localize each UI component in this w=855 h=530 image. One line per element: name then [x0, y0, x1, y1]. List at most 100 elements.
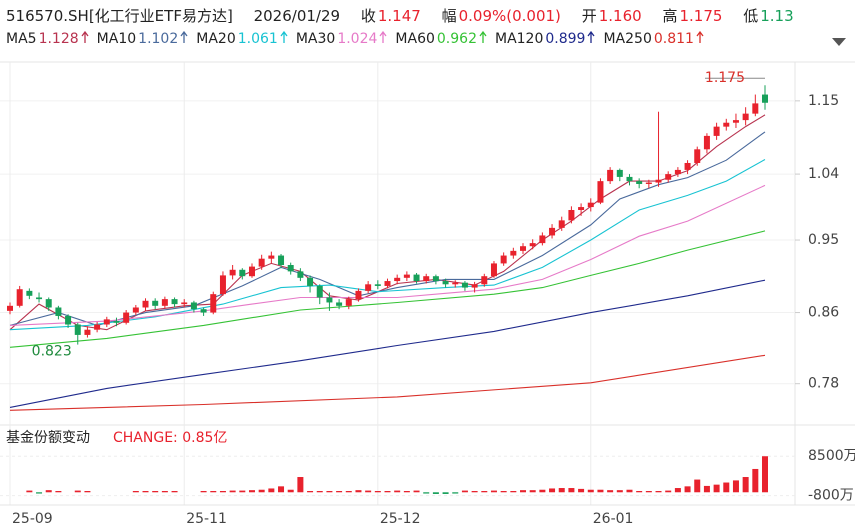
legend-value: 1.061 [237, 31, 278, 47]
label: 低 [743, 7, 759, 25]
bar [161, 491, 168, 493]
bar [510, 491, 517, 493]
trend-icon [180, 30, 188, 43]
candle-body [500, 255, 507, 264]
candle-body [345, 299, 352, 306]
bar [345, 491, 352, 493]
legend-name: MA10 [96, 31, 137, 47]
menu-icon [832, 38, 846, 46]
legend-name: MA20 [196, 31, 236, 47]
candle-body [365, 284, 372, 291]
bar [84, 491, 91, 493]
candle-body [461, 282, 468, 288]
bar [258, 489, 265, 493]
change: 0.09%(0.001) [458, 7, 561, 25]
trend-icon [81, 30, 89, 43]
candle-body [268, 255, 275, 259]
candle-body [74, 324, 81, 335]
min-label: 0.823 [32, 344, 72, 360]
y-tick-label: 0.95 [808, 232, 839, 248]
bar [752, 468, 759, 493]
x-tick-label: 25-12 [380, 511, 421, 527]
candle-body [471, 284, 478, 288]
candle-body [723, 122, 730, 127]
label: 幅 [441, 7, 457, 25]
bar [568, 488, 575, 493]
trend-arrow [180, 30, 188, 43]
y-tick-label: 0.86 [808, 305, 839, 321]
bar [723, 482, 730, 493]
candle-body [413, 274, 420, 282]
bar [442, 492, 449, 494]
bar [142, 491, 149, 493]
x-tick-label: 25-09 [12, 511, 53, 527]
candle-body [355, 290, 362, 300]
bar [694, 479, 701, 493]
candle-body [703, 135, 710, 150]
candle-body [481, 276, 488, 285]
candle-body [316, 285, 323, 298]
bar [326, 491, 333, 493]
legend-name: MA30 [295, 31, 336, 47]
bar [471, 491, 478, 493]
bar [229, 490, 236, 493]
bar [374, 491, 381, 493]
candle-body [645, 182, 652, 184]
legend-value: 1.128 [38, 31, 79, 47]
candle-body [674, 169, 681, 175]
bar [674, 488, 681, 493]
legend-value: 0.811 [653, 31, 694, 47]
y-tick-label: -800万 [808, 488, 854, 504]
candle-body [655, 179, 662, 183]
bar [762, 456, 768, 493]
bar [268, 488, 275, 493]
bar [403, 491, 410, 493]
bar [578, 488, 585, 493]
bar [529, 490, 536, 493]
legend-value: 1.024 [337, 31, 378, 47]
open: 1.160 [598, 7, 642, 25]
bar [423, 492, 430, 494]
trend-arrow [696, 30, 704, 43]
candle-body [161, 299, 168, 306]
y-tick-label: 1.15 [808, 93, 839, 109]
legend-value: 0.962 [436, 31, 477, 47]
bar [607, 490, 614, 493]
bar [520, 490, 527, 493]
candle-body [152, 300, 159, 306]
bar [626, 489, 633, 493]
candle-body [239, 269, 246, 277]
legend-value: 0.899 [545, 31, 586, 47]
bar [665, 490, 672, 493]
trend-arrow [280, 30, 288, 43]
candle-body [762, 94, 768, 103]
bar [413, 490, 420, 493]
candle-body [326, 297, 333, 303]
label: 开 [581, 7, 597, 25]
candle-body [16, 289, 23, 306]
candle-body [568, 209, 575, 221]
candle-body [36, 297, 43, 300]
candle-body [578, 207, 585, 210]
candle-body [142, 300, 149, 308]
candle-body [442, 281, 449, 285]
bar [132, 491, 139, 493]
candle-body [684, 162, 691, 170]
panel-subtitle: CHANGE: 0.85亿 [113, 430, 227, 446]
candle-body [597, 181, 604, 203]
bar [152, 491, 159, 493]
candle-body [297, 271, 304, 278]
candle-body [210, 294, 217, 313]
high: 1.175 [679, 7, 723, 25]
bar [597, 489, 604, 493]
close: 1.147 [377, 7, 421, 25]
candle-body [384, 281, 391, 286]
candle-body [403, 274, 410, 278]
bar [732, 480, 739, 493]
legend: MA5 1.128 MA10 1.102 MA20 1.061 MA30 1.024 MA60 0… [6, 30, 712, 47]
candle-body [94, 324, 101, 330]
x-tick-label: 25-11 [186, 511, 227, 527]
symbol: 516570.SH[化工行业ETF易方达] [6, 7, 233, 25]
bar [539, 489, 546, 493]
